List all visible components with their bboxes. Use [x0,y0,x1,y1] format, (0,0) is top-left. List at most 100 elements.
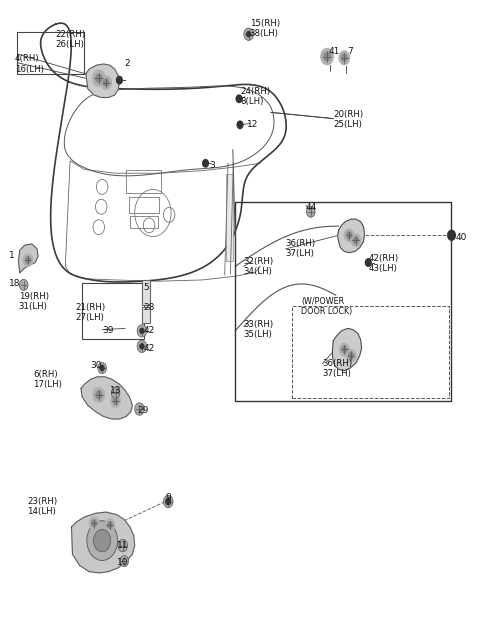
Bar [126,170,160,193]
Text: 20(RH)
25(LH): 20(RH) 25(LH) [333,110,363,129]
Circle shape [19,279,28,290]
Bar [129,197,158,213]
Circle shape [348,353,353,359]
Text: (W/POWER
DOOR LOCK): (W/POWER DOOR LOCK) [301,297,352,315]
Text: 13: 13 [110,386,121,395]
Circle shape [120,555,129,567]
Circle shape [351,234,360,246]
Circle shape [108,522,112,528]
Circle shape [96,391,102,399]
Circle shape [101,76,111,90]
Text: 24(RH)
8(LH): 24(RH) 8(LH) [240,87,270,106]
Polygon shape [86,64,120,98]
Text: 36(RH)
37(LH): 36(RH) 37(LH) [323,358,352,378]
Text: 1: 1 [9,251,15,259]
Circle shape [137,340,147,353]
Text: 6(RH)
17(LH): 6(RH) 17(LH) [33,369,62,389]
Text: 10: 10 [117,558,128,567]
Polygon shape [337,219,364,253]
Text: 44: 44 [306,203,317,213]
Circle shape [118,539,128,552]
Circle shape [365,259,371,266]
Circle shape [236,95,242,103]
Text: 19(RH)
31(LH): 19(RH) 31(LH) [19,292,49,311]
Circle shape [307,206,315,217]
Circle shape [111,388,120,399]
Polygon shape [332,328,361,371]
Circle shape [339,51,349,65]
Circle shape [244,28,253,40]
Text: 33(RH)
35(LH): 33(RH) 35(LH) [244,320,274,339]
Bar [17,32,84,74]
Text: 42(RH)
43(LH): 42(RH) 43(LH) [368,254,398,272]
Circle shape [237,121,243,129]
Text: 22(RH)
26(LH): 22(RH) 26(LH) [56,30,86,49]
Circle shape [347,232,351,238]
Circle shape [105,519,115,531]
Text: 29: 29 [137,406,148,415]
Circle shape [163,495,173,508]
Text: 11: 11 [117,541,128,550]
Circle shape [89,517,99,529]
Text: 42: 42 [144,327,155,335]
Bar [226,174,233,261]
Circle shape [113,398,118,404]
Circle shape [135,403,144,415]
Text: 32(RH)
34(LH): 32(RH) 34(LH) [244,257,274,276]
Circle shape [247,32,251,37]
Circle shape [92,520,96,526]
Bar [82,283,144,339]
Circle shape [140,344,144,349]
Text: 2: 2 [124,60,130,68]
Text: 23(RH)
14(LH): 23(RH) 14(LH) [27,497,57,516]
Circle shape [203,160,208,167]
Text: 42: 42 [144,344,155,353]
Polygon shape [72,512,135,573]
Text: 15(RH)
38(LH): 15(RH) 38(LH) [250,19,280,38]
Text: 4(RH)
16(LH): 4(RH) 16(LH) [15,55,44,73]
Circle shape [140,328,144,333]
Text: 9: 9 [166,493,171,502]
Bar [130,216,157,228]
Circle shape [117,77,122,84]
Polygon shape [81,377,132,419]
Circle shape [98,363,107,374]
Bar [142,307,150,323]
Circle shape [87,521,118,560]
Text: 18: 18 [9,279,21,287]
Circle shape [25,257,30,263]
Circle shape [342,54,347,61]
Circle shape [94,529,111,552]
Text: 5: 5 [144,283,149,292]
Text: 36(RH)
37(LH): 36(RH) 37(LH) [286,239,315,259]
Text: 40: 40 [456,233,467,242]
Circle shape [353,237,358,243]
Text: 3: 3 [209,160,215,170]
Circle shape [23,254,33,266]
Text: 39: 39 [102,327,114,335]
Circle shape [96,74,102,82]
Bar [235,202,451,401]
Circle shape [166,498,170,504]
Circle shape [93,70,105,86]
Text: 21(RH)
27(LH): 21(RH) 27(LH) [75,303,105,322]
Circle shape [339,343,349,356]
Text: 41: 41 [328,47,340,56]
Text: 30: 30 [91,361,102,370]
Text: 12: 12 [247,120,259,129]
Circle shape [321,49,333,65]
Text: 7: 7 [348,47,353,56]
Circle shape [448,230,456,240]
Circle shape [137,325,147,337]
Circle shape [324,52,330,60]
Circle shape [344,229,354,241]
Circle shape [100,366,104,371]
Circle shape [93,388,105,402]
Circle shape [342,346,347,353]
Circle shape [111,395,120,407]
Text: 28: 28 [144,304,155,312]
Bar [292,306,449,398]
Bar [142,280,151,305]
Circle shape [103,79,108,86]
Polygon shape [18,244,38,272]
